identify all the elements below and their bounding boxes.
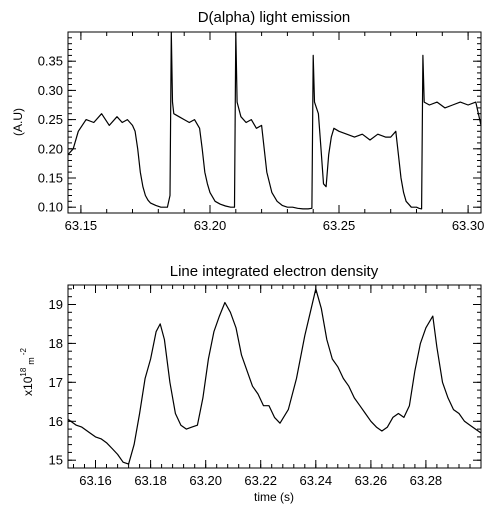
density-ytick-label: 18 — [49, 336, 63, 351]
density-chart: Line integrated electron density x1018m-… — [19, 263, 482, 504]
density-xtick-label: 63.28 — [410, 473, 443, 488]
density-xlabel: time (s) — [254, 490, 294, 504]
density-series-line — [67, 288, 482, 465]
density-xtick-label: 63.16 — [79, 473, 112, 488]
density-ytick-label: 17 — [49, 375, 63, 390]
density-xtick-label: 63.20 — [189, 473, 222, 488]
density-ylabel-exponent: 18 — [19, 367, 28, 376]
dalpha-ytick-label: 0.30 — [38, 83, 63, 98]
density-ylabel-unit: m — [26, 357, 36, 365]
dalpha-xtick-label: 63.25 — [323, 218, 356, 233]
density-xtick-label: 63.26 — [355, 473, 388, 488]
dalpha-series-line — [67, 31, 482, 210]
dalpha-xtick-label: 63.30 — [452, 218, 485, 233]
density-marks — [67, 288, 482, 465]
density-chart-title: Line integrated electron density — [170, 263, 379, 280]
dalpha-ytick-label: 0.10 — [38, 200, 63, 215]
density-ytick-label: 15 — [49, 453, 63, 468]
density-xtick-label: 63.22 — [244, 473, 277, 488]
dalpha-ytick-label: 0.20 — [38, 141, 63, 156]
dalpha-plot-frame — [67, 31, 482, 214]
dalpha-ylabel: (A.U) — [11, 108, 25, 136]
density-xtick-label: 63.24 — [300, 473, 333, 488]
density-ylabel: x1018 m-2 — [19, 348, 36, 396]
dalpha-xtick-label: 63.20 — [194, 218, 227, 233]
dalpha-ytick-label: 0.15 — [38, 171, 63, 186]
density-ylabel-unit-exponent: -2 — [19, 348, 28, 356]
dalpha-xtick-label: 63.15 — [65, 218, 98, 233]
dalpha-ytick-label: 0.35 — [38, 54, 63, 69]
density-ylabel-base: x10 — [21, 376, 35, 396]
density-ytick-label: 19 — [49, 297, 63, 312]
dalpha-ylabel-text: (A.U) — [11, 108, 25, 136]
dalpha-chart-title: D(alpha) light emission — [198, 9, 351, 26]
density-xtick-label: 63.18 — [134, 473, 167, 488]
density-ytick-label: 16 — [49, 414, 63, 429]
dalpha-marks — [67, 31, 482, 210]
dalpha-chart: D(alpha) light emission (A.U) 63.15 63.20… — [11, 9, 484, 233]
density-plot-frame — [67, 284, 482, 469]
density-ticks: 63.16 63.18 63.20 63.22 63.24 63.26 63.28 15 16 1… — [49, 285, 482, 488]
dalpha-ticks: 63.15 63.20 63.25 63.30 0.10 0.15 0.20 0.25 0.30… — [38, 31, 485, 233]
density-ylabel-text: x1018 m-2 — [19, 348, 36, 396]
dalpha-ytick-label: 0.25 — [38, 112, 63, 127]
